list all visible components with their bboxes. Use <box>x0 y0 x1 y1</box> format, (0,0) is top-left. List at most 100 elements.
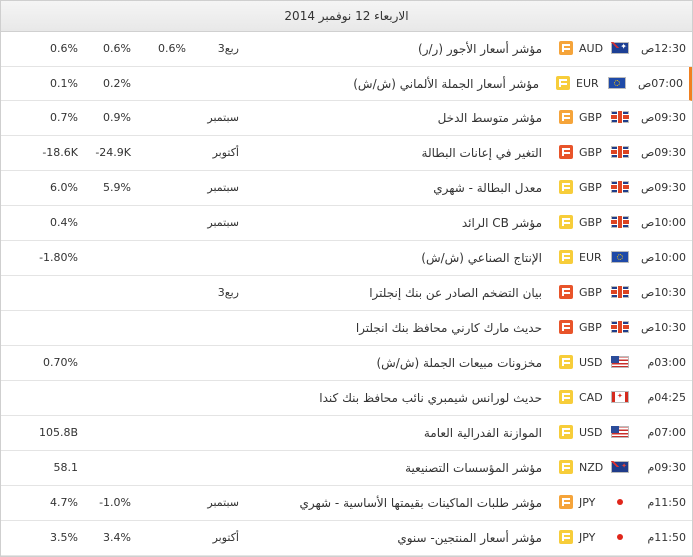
country-flag-cell <box>611 42 631 55</box>
event-time: 10:30ص <box>640 286 686 299</box>
event-name[interactable]: التغير في إعانات البطالة <box>421 146 542 160</box>
country-flag-cell <box>611 146 631 159</box>
forecast-value <box>76 276 131 310</box>
forecast-value: 5.9% <box>103 181 131 194</box>
event-period: سبتمبر <box>207 496 239 509</box>
importance-cell <box>559 215 575 231</box>
event-name[interactable]: مخزونات مبيعات الجملة (ش/ش) <box>376 356 542 370</box>
calendar-row[interactable]: 07:00م USD الموازنة الفدرالية العامة 105.8B <box>1 416 692 451</box>
calendar-row[interactable]: 03:00م USD مخزونات مبيعات الجملة (ش/ش) 0.70… <box>1 346 692 381</box>
calendar-row[interactable]: 09:30م NZD مؤشر المؤسسات التصنيعية 58.1 <box>1 451 692 486</box>
event-name[interactable]: الإنتاج الصناعي (ش/ش) <box>421 251 542 265</box>
importance-cell <box>556 76 572 92</box>
event-name[interactable]: معدل البطالة - شهري <box>433 181 542 195</box>
currency-code: EUR <box>579 251 602 264</box>
event-period: أكتوبر <box>212 531 239 544</box>
calendar-row[interactable]: 11:50م JPY مؤشر طلبات الماكينات بقيمتها ال… <box>1 486 692 521</box>
actual-value <box>131 171 186 205</box>
calendar-row[interactable]: 10:00ص EUR الإنتاج الصناعي (ش/ش) -1.80% <box>1 241 692 276</box>
event-name[interactable]: مؤشر أسعار المنتجين- سنوي <box>397 531 542 545</box>
nzd-flag-icon <box>611 461 629 473</box>
previous-value: 4.7% <box>50 496 78 509</box>
calendar-date-header: الاربعاء 12 نوفمبر 2014 <box>1 1 692 32</box>
currency-code: JPY <box>579 496 596 509</box>
event-name[interactable]: حديث لورانس شيمبري نائب محافظ بنك كندا <box>319 391 542 405</box>
event-time: 09:30ص <box>640 111 686 124</box>
importance-high-icon <box>559 145 573 159</box>
event-time: 09:30ص <box>640 146 686 159</box>
event-period <box>179 451 239 485</box>
event-time: 10:30ص <box>640 321 686 334</box>
currency-code: JPY <box>579 531 596 544</box>
forecast-value: 0.6% <box>103 42 131 55</box>
calendar-row[interactable]: 09:30ص GBP التغير في إعانات البطالة أكتوبر -… <box>1 136 692 171</box>
calendar-row[interactable]: 12:30ص AUD مؤشر أسعار الأجور (ر/ر) ربع3 0.6%… <box>1 32 692 67</box>
country-flag-cell <box>611 356 631 369</box>
event-name[interactable]: بيان التضخم الصادر عن بنك إنجلترا <box>369 286 542 300</box>
importance-cell <box>559 530 575 546</box>
country-flag-cell <box>611 251 631 264</box>
importance-cell <box>559 285 575 301</box>
importance-cell <box>559 180 575 196</box>
actual-value <box>131 67 186 101</box>
gbp-flag-icon <box>611 181 629 193</box>
event-name[interactable]: مؤشر متوسط الدخل <box>437 111 542 125</box>
currency-code: CAD <box>579 391 603 404</box>
gbp-flag-icon <box>611 146 629 158</box>
importance-high-icon <box>559 285 573 299</box>
actual-value <box>131 451 186 485</box>
previous-value <box>23 381 78 415</box>
country-flag-cell <box>611 426 631 439</box>
importance-low-icon <box>559 425 573 439</box>
importance-low-icon <box>559 390 573 404</box>
actual-value <box>131 381 186 415</box>
calendar-row[interactable]: 11:50م JPY مؤشر أسعار المنتجين- سنوي أكتوبر… <box>1 521 692 556</box>
event-name[interactable]: حديث مارك كارني محافظ بنك انجلترا <box>355 321 542 335</box>
currency-code: GBP <box>579 181 602 194</box>
currency-code: USD <box>579 356 603 369</box>
event-time: 04:25م <box>647 391 686 404</box>
currency-code: USD <box>579 426 603 439</box>
previous-value: 0.1% <box>50 77 78 90</box>
previous-value: 58.1 <box>53 461 79 474</box>
event-name[interactable]: مؤشر CB الرائد <box>461 216 542 230</box>
country-flag-cell <box>611 216 631 229</box>
importance-cell <box>559 355 575 371</box>
actual-value <box>131 521 186 555</box>
forecast-value <box>76 346 131 380</box>
calendar-row[interactable]: 09:30ص GBP مؤشر متوسط الدخل سبتمبر 0.9% 0.7% <box>1 101 692 136</box>
previous-value: 0.7% <box>50 111 78 124</box>
event-name[interactable]: مؤشر أسعار الجملة الألماني (ش/ش) <box>353 77 539 91</box>
event-period: أكتوبر <box>212 146 239 159</box>
previous-value: 3.5% <box>50 531 78 544</box>
gbp-flag-icon <box>611 216 629 228</box>
importance-cell <box>559 495 575 511</box>
event-name[interactable]: مؤشر المؤسسات التصنيعية <box>405 461 542 475</box>
event-name[interactable]: مؤشر أسعار الأجور (ر/ر) <box>418 42 542 56</box>
previous-value: -1.80% <box>39 251 78 264</box>
usd-flag-icon <box>611 426 629 438</box>
calendar-row[interactable]: 04:25م CAD حديث لورانس شيمبري نائب محافظ ب… <box>1 381 692 416</box>
event-time: 09:30م <box>647 461 686 474</box>
currency-code: GBP <box>579 286 602 299</box>
event-name[interactable]: مؤشر طلبات الماكينات بقيمتها الأساسية - … <box>299 496 542 510</box>
calendar-row[interactable]: 10:30ص GBP بيان التضخم الصادر عن بنك إنجلت… <box>1 276 692 311</box>
event-period <box>179 311 239 345</box>
event-time: 11:50م <box>647 531 686 544</box>
importance-cell <box>559 390 575 406</box>
event-period: سبتمبر <box>207 216 239 229</box>
event-period <box>179 381 239 415</box>
calendar-row[interactable]: 10:00ص GBP مؤشر CB الرائد سبتمبر 0.4% <box>1 206 692 241</box>
importance-cell <box>559 460 575 476</box>
calendar-rows: 12:30ص AUD مؤشر أسعار الأجور (ر/ر) ربع3 0.6%… <box>1 32 692 556</box>
calendar-row[interactable]: 09:30ص GBP معدل البطالة - شهري سبتمبر 5.9% 6.… <box>1 171 692 206</box>
jpy-flag-icon <box>611 531 629 543</box>
previous-value: 6.0% <box>50 181 78 194</box>
country-flag-cell <box>611 496 631 509</box>
event-name[interactable]: الموازنة الفدرالية العامة <box>423 426 542 440</box>
currency-code: GBP <box>579 111 602 124</box>
calendar-row[interactable]: 07:00ص EUR مؤشر أسعار الجملة الألماني (ش/ش… <box>1 67 692 101</box>
calendar-row[interactable]: 10:30ص GBP حديث مارك كارني محافظ بنك انجلت… <box>1 311 692 346</box>
importance-cell <box>559 41 575 57</box>
importance-low-icon <box>559 215 573 229</box>
